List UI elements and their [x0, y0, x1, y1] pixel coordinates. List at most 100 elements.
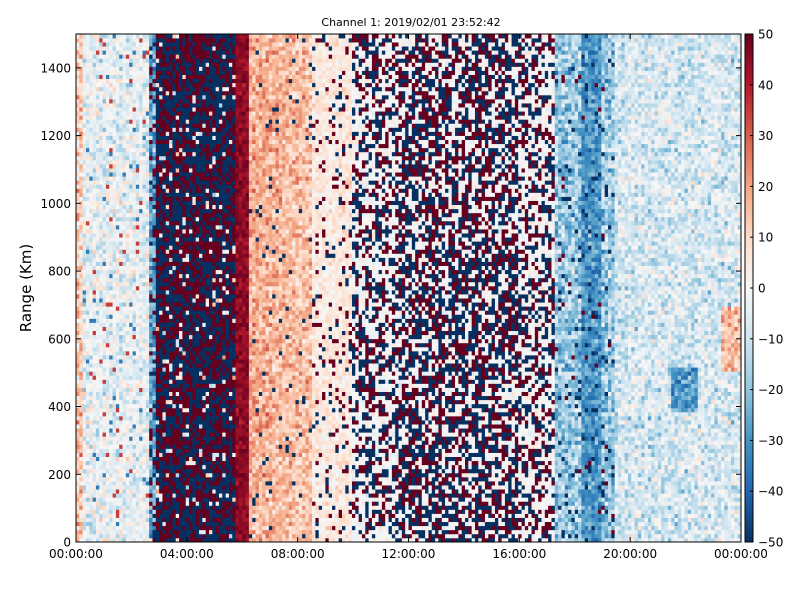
heatmap-cell: [116, 424, 120, 428]
heatmap-cell: [139, 335, 143, 339]
heatmap-cell: [202, 306, 206, 310]
heatmap-cell: [149, 229, 153, 233]
heatmap-cell: [76, 436, 80, 440]
heatmap-cell: [133, 136, 137, 140]
heatmap-cell: [169, 188, 173, 192]
heatmap-cell: [189, 436, 193, 440]
heatmap-cell: [192, 302, 196, 306]
heatmap-cell: [156, 318, 160, 322]
heatmap-cell: [116, 140, 120, 144]
heatmap-cell: [176, 119, 180, 123]
heatmap-cell: [176, 87, 180, 91]
heatmap-cell: [162, 371, 166, 375]
heatmap-cell: [196, 314, 200, 318]
heatmap-cell: [89, 221, 93, 225]
heatmap-cell: [202, 71, 206, 75]
heatmap-cell: [109, 343, 113, 347]
heatmap-cell: [179, 355, 183, 359]
heatmap-cell: [109, 225, 113, 229]
heatmap-cell: [76, 396, 80, 400]
heatmap-cell: [86, 477, 90, 481]
heatmap-cell: [162, 331, 166, 335]
heatmap-cell: [123, 241, 127, 245]
heatmap-cell: [159, 518, 163, 522]
heatmap-cell: [176, 111, 180, 115]
heatmap-cell: [199, 408, 203, 412]
heatmap-cell: [79, 509, 83, 513]
heatmap-cell: [99, 375, 103, 379]
heatmap-cell: [192, 132, 196, 136]
heatmap-cell: [202, 465, 206, 469]
heatmap-cell: [189, 54, 193, 58]
heatmap-cell: [103, 91, 107, 95]
heatmap-cell: [162, 164, 166, 168]
heatmap-cell: [202, 359, 206, 363]
heatmap-cell: [136, 420, 140, 424]
heatmap-cell: [129, 123, 133, 127]
heatmap-cell: [116, 481, 120, 485]
heatmap-cell: [126, 302, 130, 306]
heatmap-cell: [89, 286, 93, 290]
heatmap-cell: [129, 453, 133, 457]
heatmap-cell: [146, 436, 150, 440]
heatmap-cell: [202, 107, 206, 111]
heatmap-cell: [79, 111, 83, 115]
heatmap-cell: [109, 188, 113, 192]
heatmap-cell: [162, 339, 166, 343]
heatmap-cell: [169, 318, 173, 322]
heatmap-cell: [206, 241, 210, 245]
heatmap-cell: [149, 534, 153, 538]
heatmap-cell: [123, 119, 127, 123]
heatmap-cell: [133, 335, 137, 339]
heatmap-cell: [156, 152, 160, 156]
heatmap-cell: [143, 58, 147, 62]
heatmap-cell: [156, 331, 160, 335]
heatmap-cell: [133, 103, 137, 107]
heatmap-cell: [172, 327, 176, 331]
heatmap-cell: [109, 505, 113, 509]
heatmap-cell: [162, 262, 166, 266]
heatmap-cell: [182, 184, 186, 188]
heatmap-cell: [119, 408, 123, 412]
heatmap-cell: [129, 493, 133, 497]
heatmap-cell: [123, 282, 127, 286]
heatmap-cell: [89, 302, 93, 306]
heatmap-cell: [179, 432, 183, 436]
heatmap-cell: [152, 266, 156, 270]
heatmap-cell: [196, 213, 200, 217]
heatmap-cell: [113, 111, 117, 115]
heatmap-cell: [182, 115, 186, 119]
heatmap-cell: [196, 489, 200, 493]
heatmap-cell: [179, 359, 183, 363]
heatmap-cell: [136, 461, 140, 465]
heatmap-cell: [199, 119, 203, 123]
heatmap-cell: [96, 477, 100, 481]
heatmap-cell: [176, 201, 180, 205]
heatmap-cell: [152, 400, 156, 404]
heatmap-cell: [196, 509, 200, 513]
heatmap-cell: [186, 107, 190, 111]
heatmap-cell: [196, 148, 200, 152]
heatmap-cell: [119, 339, 123, 343]
heatmap-cell: [192, 115, 196, 119]
heatmap-cell: [133, 302, 137, 306]
heatmap-cell: [196, 444, 200, 448]
heatmap-cell: [176, 323, 180, 327]
heatmap-cell: [136, 392, 140, 396]
heatmap-cell: [119, 534, 123, 538]
heatmap-cell: [162, 229, 166, 233]
heatmap-cell: [199, 237, 203, 241]
heatmap-cell: [86, 453, 90, 457]
heatmap-cell: [103, 67, 107, 71]
heatmap-cell: [206, 465, 210, 469]
heatmap-cell: [206, 62, 210, 66]
heatmap-cell: [96, 465, 100, 469]
heatmap-cell: [159, 270, 163, 274]
heatmap-cell: [199, 50, 203, 54]
heatmap-cell: [166, 188, 170, 192]
heatmap-cell: [169, 241, 173, 245]
heatmap-cell: [116, 440, 120, 444]
heatmap-cell: [149, 436, 153, 440]
heatmap-cell: [162, 95, 166, 99]
heatmap-cell: [169, 493, 173, 497]
